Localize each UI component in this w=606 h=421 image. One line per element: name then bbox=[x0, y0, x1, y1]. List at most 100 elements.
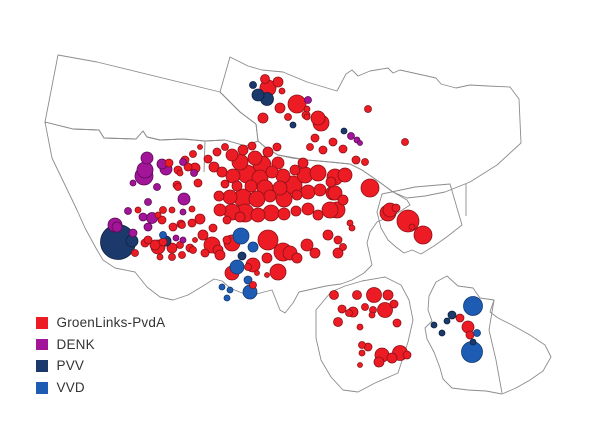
district-outline-city bbox=[44, 121, 411, 314]
bubble-groenlinks-pvda bbox=[213, 203, 227, 217]
bubble-groenlinks-pvda bbox=[327, 185, 343, 201]
legend-label-groenlinks-pvda: GroenLinks-PvdA bbox=[56, 315, 166, 331]
bubble-groenlinks-pvda bbox=[221, 143, 229, 151]
bubble-pvv bbox=[289, 121, 297, 129]
bubble-groenlinks-pvda bbox=[289, 164, 301, 176]
bubble-groenlinks-pvda bbox=[338, 144, 348, 154]
bubble-groenlinks-pvda bbox=[263, 189, 277, 203]
bubble-groenlinks-pvda bbox=[244, 179, 258, 193]
bubble-groenlinks-pvda bbox=[337, 167, 353, 183]
bubble-groenlinks-pvda bbox=[325, 176, 337, 188]
bubble-groenlinks-pvda bbox=[361, 158, 369, 166]
bubble-groenlinks-pvda bbox=[303, 113, 311, 121]
bubble-denk bbox=[111, 221, 123, 233]
bubble-denk bbox=[153, 183, 161, 191]
bubble-groenlinks-pvda bbox=[277, 207, 291, 221]
bubble-vvd bbox=[247, 241, 259, 253]
bubble-groenlinks-pvda bbox=[278, 87, 286, 95]
bubble-groenlinks-pvda bbox=[143, 235, 153, 245]
bubble-groenlinks-pvda bbox=[262, 204, 280, 222]
bubble-groenlinks-pvda bbox=[189, 246, 197, 254]
legend-item-vvd: VVD bbox=[36, 377, 165, 399]
bubble-groenlinks-pvda bbox=[248, 190, 266, 208]
bubble-groenlinks-pvda bbox=[337, 194, 349, 206]
legend-label-denk: DENK bbox=[56, 336, 95, 352]
bubble-groenlinks-pvda bbox=[231, 180, 243, 192]
bubble-denk bbox=[128, 228, 138, 238]
bubble-denk bbox=[143, 222, 153, 232]
bubble-groenlinks-pvda bbox=[271, 156, 285, 170]
bubble-pvv bbox=[249, 81, 257, 89]
bubble-groenlinks-pvda bbox=[360, 178, 380, 198]
legend-item-denk: DENK bbox=[36, 334, 165, 356]
bubble-groenlinks-pvda bbox=[401, 138, 409, 146]
bubble-groenlinks-pvda bbox=[377, 302, 393, 318]
bubble-denk bbox=[136, 161, 154, 179]
bubble-groenlinks-pvda bbox=[164, 158, 174, 168]
legend: GroenLinks-PvdA DENK PVV VVD bbox=[36, 312, 165, 399]
bubble-groenlinks-pvda bbox=[333, 317, 343, 327]
bubble-groenlinks-pvda bbox=[333, 235, 343, 245]
bubble-groenlinks-pvda bbox=[345, 309, 353, 317]
bubble-groenlinks-pvda bbox=[159, 206, 167, 214]
bubble-groenlinks-pvda bbox=[392, 318, 402, 328]
bubble-groenlinks-pvda bbox=[413, 225, 433, 245]
bubble-vvd bbox=[229, 259, 245, 275]
bubble-vvd bbox=[232, 227, 250, 245]
legend-swatch-pvv bbox=[36, 360, 48, 372]
bubble-groenlinks-pvda bbox=[168, 222, 178, 232]
bubble-groenlinks-pvda bbox=[291, 252, 303, 264]
bubble-denk bbox=[304, 96, 312, 104]
bubble-denk bbox=[357, 140, 363, 146]
bubble-groenlinks-pvda bbox=[455, 313, 465, 323]
legend-item-groenlinks-pvda: GroenLinks-PvdA bbox=[36, 312, 165, 334]
bubble-pvv bbox=[237, 251, 247, 261]
bubble-vvd bbox=[463, 296, 483, 316]
bubble-denk bbox=[179, 208, 187, 216]
bubble-groenlinks-pvda bbox=[328, 137, 338, 147]
bubble-groenlinks-pvda bbox=[389, 299, 399, 309]
bubble-groenlinks-pvda bbox=[301, 202, 315, 216]
bubble-vvd bbox=[226, 286, 234, 294]
legend-swatch-groenlinks-pvda bbox=[36, 317, 48, 329]
bubble-vvd bbox=[159, 231, 167, 239]
bubble-vvd bbox=[243, 275, 253, 285]
bubble-groenlinks-pvda bbox=[213, 190, 225, 202]
bubble-groenlinks-pvda bbox=[192, 237, 198, 243]
district-outline-zuidoost-east bbox=[424, 275, 552, 395]
bubble-groenlinks-pvda bbox=[321, 201, 339, 219]
bubble-groenlinks-pvda bbox=[220, 179, 230, 189]
bubble-groenlinks-pvda bbox=[265, 165, 279, 179]
bubble-denk bbox=[190, 169, 198, 177]
bubble-groenlinks-pvda bbox=[297, 157, 309, 169]
bubble-groenlinks-pvda bbox=[197, 229, 209, 241]
bubble-groenlinks-pvda bbox=[318, 145, 328, 155]
bubble-groenlinks-pvda bbox=[216, 166, 228, 178]
bubble-groenlinks-pvda bbox=[366, 287, 382, 303]
bubble-vvd bbox=[218, 283, 226, 291]
bubble-pvv bbox=[447, 310, 457, 320]
bubble-denk bbox=[124, 207, 132, 215]
bubble-groenlinks-pvda bbox=[174, 183, 182, 191]
legend-item-pvv: PVV bbox=[36, 355, 165, 377]
bubble-groenlinks-pvda bbox=[178, 251, 186, 259]
bubble-groenlinks-pvda bbox=[339, 243, 347, 251]
bubble-groenlinks-pvda bbox=[313, 183, 327, 197]
bubble-groenlinks-pvda bbox=[131, 249, 139, 257]
bubble-groenlinks-pvda bbox=[234, 211, 246, 223]
bubble-denk bbox=[144, 198, 152, 206]
bubble-groenlinks-pvda bbox=[257, 229, 279, 251]
bubble-groenlinks-pvda bbox=[357, 362, 363, 368]
bubble-pvv bbox=[340, 127, 348, 135]
bubble-groenlinks-pvda bbox=[212, 147, 222, 157]
bubble-pvv bbox=[251, 88, 265, 102]
bubble-groenlinks-pvda bbox=[244, 263, 252, 271]
bubble-groenlinks-pvda bbox=[391, 203, 401, 213]
legend-label-vvd: VVD bbox=[56, 380, 85, 396]
bubble-groenlinks-pvda bbox=[300, 184, 316, 200]
bubble-groenlinks-pvda bbox=[222, 215, 232, 225]
bubble-groenlinks-pvda bbox=[272, 142, 282, 152]
bubble-groenlinks-pvda bbox=[203, 154, 213, 164]
bubble-groenlinks-pvda bbox=[208, 223, 218, 233]
